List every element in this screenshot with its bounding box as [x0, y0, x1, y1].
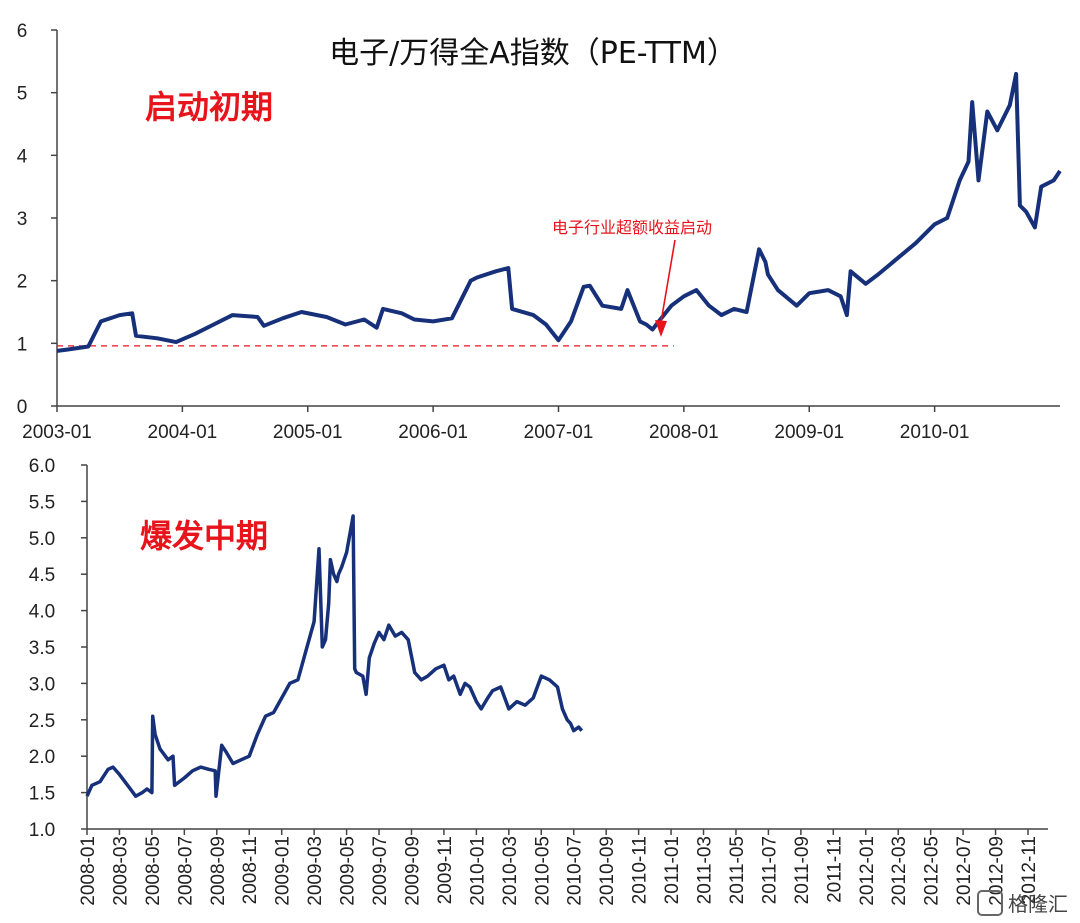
x-tick-label: 2011-09: [792, 836, 813, 904]
x-tick-label: 2009-03: [305, 836, 326, 906]
y-tick-label: 0: [17, 397, 28, 418]
x-tick-label: 2010-11: [630, 836, 651, 904]
y-tick-label: 3: [17, 209, 28, 230]
x-tick-label: 2008-11: [240, 836, 261, 904]
x-tick-label: 2011-07: [759, 836, 780, 904]
chart-title: 电子/万得全A指数（PE-TTM）: [329, 36, 737, 71]
x-tick-label: 2010-01: [467, 836, 488, 906]
x-tick-label: 2009-01: [774, 422, 844, 443]
x-tick-label: 2008-03: [110, 836, 131, 906]
x-tick-label: 2004-01: [148, 422, 218, 443]
x-tick-label: 2008-05: [143, 836, 164, 906]
x-tick-label: 2008-07: [175, 836, 196, 906]
y-tick-label: 4.5: [29, 565, 55, 586]
series-line-top: [56, 71, 1062, 353]
y-tick-label: 3.0: [29, 674, 55, 695]
x-tick-label: 2012-11: [1019, 836, 1040, 904]
x-tick-label: 2007-01: [524, 422, 594, 443]
y-tick-label: 6: [17, 21, 28, 42]
x-tick-label: 2010-07: [565, 836, 586, 906]
series-line-bottom: [85, 514, 584, 798]
x-tick-label: 2012-03: [889, 836, 910, 906]
bottom-x-axis-ticks: 2008-01 2008-03 2008-05 2008-07 2008-09 2008-…: [78, 829, 1040, 906]
x-tick-label: 2005-01: [273, 422, 343, 443]
y-tick-label: 5: [17, 84, 28, 105]
top-chart: 0 1 2 3 4 5 6 2003-01 2004-01 2005-01 2006-01 2007…: [17, 21, 1062, 443]
x-tick-label: 2012-09: [987, 836, 1008, 906]
y-tick-label: 6.0: [29, 456, 55, 477]
top-y-axis-ticks: 0 1 2 3 4 5 6: [17, 21, 57, 418]
y-tick-label: 1.5: [29, 784, 55, 805]
annotation-text: 电子行业超额收益启动: [552, 218, 712, 237]
watermark: 格隆汇: [977, 890, 1068, 916]
x-tick-label: 2003-01: [22, 422, 92, 443]
x-tick-label: 2008-09: [208, 836, 229, 906]
x-tick-label: 2011-01: [662, 836, 683, 904]
x-tick-label: 2010-05: [532, 836, 553, 906]
x-tick-label: 2011-11: [824, 836, 845, 903]
phase-label-bottom: 爆发中期: [140, 517, 268, 555]
watermark-logo-icon: [977, 890, 1003, 916]
y-tick-label: 4.0: [29, 602, 55, 623]
bottom-y-axis-ticks: 1.0 1.5 2.0 2.5 3.0 3.5 4.0 4.5 5.0 5.5 6.0: [29, 456, 87, 841]
x-tick-label: 2009-09: [402, 836, 423, 906]
x-tick-label: 2010-03: [500, 836, 521, 906]
x-tick-label: 2012-01: [857, 836, 878, 906]
y-tick-label: 4: [17, 146, 28, 167]
top-x-axis-ticks: 2003-01 2004-01 2005-01 2006-01 2007-01 2008-…: [22, 406, 969, 443]
y-tick-label: 1.0: [29, 820, 55, 841]
x-tick-label: 2009-05: [338, 836, 359, 906]
y-tick-label: 2.0: [29, 747, 55, 768]
y-tick-label: 3.5: [29, 638, 55, 659]
x-tick-label: 2008-01: [649, 422, 719, 443]
x-tick-label: 2009-11: [435, 836, 456, 904]
x-tick-label: 2012-05: [922, 836, 943, 906]
y-tick-label: 1: [17, 334, 28, 355]
y-tick-label: 2: [17, 272, 28, 293]
x-tick-label: 2010-01: [900, 422, 970, 443]
phase-label-top: 启动初期: [145, 88, 273, 126]
y-tick-label: 5.0: [29, 529, 55, 550]
x-tick-label: 2010-09: [597, 836, 618, 906]
y-tick-label: 5.5: [29, 492, 55, 513]
x-tick-label: 2011-03: [695, 836, 716, 904]
bottom-chart: 1.0 1.5 2.0 2.5 3.0 3.5 4.0 4.5 5.0 5.5 6.0 2008-0…: [29, 456, 1048, 906]
y-tick-label: 2.5: [29, 711, 55, 732]
x-tick-label: 2006-01: [398, 422, 468, 443]
x-tick-label: 2011-05: [727, 836, 748, 904]
x-tick-label: 2009-01: [273, 836, 294, 906]
x-tick-label: 2012-07: [954, 836, 975, 906]
watermark-text: 格隆汇: [1008, 892, 1068, 916]
annotation-arrow: [660, 239, 676, 323]
x-tick-label: 2008-01: [78, 836, 99, 906]
x-tick-label: 2009-07: [370, 836, 391, 906]
annotation-arrowhead: [655, 320, 667, 337]
